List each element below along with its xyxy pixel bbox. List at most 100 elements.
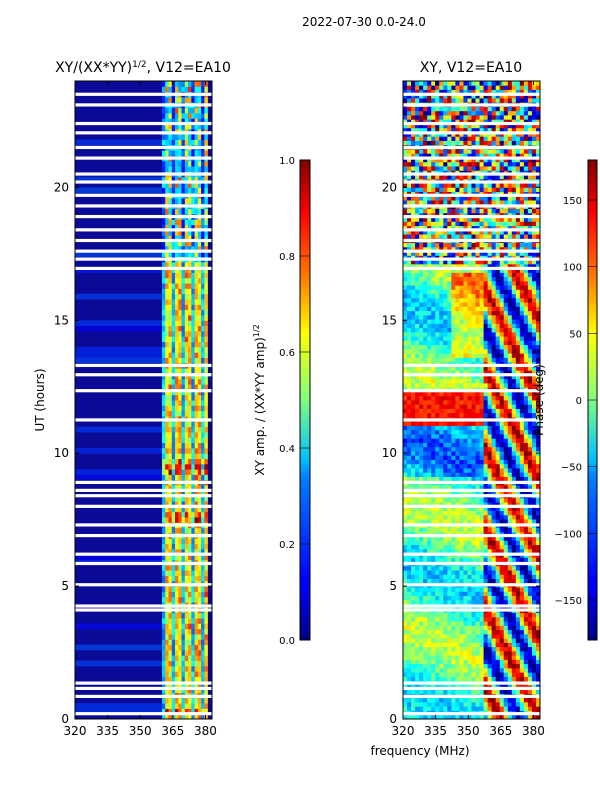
phase-cell	[496, 574, 500, 579]
phase-cell	[415, 706, 419, 711]
phase-cell	[520, 323, 524, 328]
phase-cell	[459, 655, 463, 660]
amplitude-cell	[165, 209, 168, 215]
phase-cell	[480, 426, 484, 431]
amplitude-cell	[182, 453, 185, 459]
phase-cell	[467, 353, 471, 358]
phase-cell	[431, 557, 435, 562]
amplitude-cell	[201, 166, 204, 172]
amplitude-cell	[172, 161, 175, 167]
phase-cell	[528, 702, 532, 707]
phase-cell	[496, 332, 500, 337]
phase-cell	[455, 323, 459, 328]
phase-cell	[467, 570, 471, 575]
amplitude-cell	[201, 437, 204, 443]
phase-cell	[467, 557, 471, 562]
phase-cell	[532, 498, 536, 503]
amplitude-cell	[195, 198, 198, 204]
phase-cell	[516, 706, 520, 711]
phase-cell	[443, 447, 447, 452]
phase-cell	[403, 642, 407, 647]
phase-cell	[520, 426, 524, 431]
amplitude-cell	[204, 655, 207, 661]
phase-cell	[403, 498, 407, 503]
phase-cell	[451, 404, 455, 409]
phase-cell	[447, 672, 451, 677]
amplitude-cell	[204, 81, 207, 87]
phase-cell	[532, 460, 536, 465]
phase-cell	[484, 664, 488, 669]
phase-cell	[451, 340, 455, 345]
phase-cell	[516, 698, 520, 703]
amplitude-cell	[204, 368, 207, 374]
phase-cell	[427, 634, 431, 639]
phase-cell	[419, 676, 423, 681]
amplitude-cell	[201, 544, 204, 550]
phase-cell	[528, 625, 532, 630]
phase-cell	[480, 574, 484, 579]
amplitude-colorbar-label: XY amp. / (XX*YY amp)1/2	[252, 324, 267, 475]
amplitude-cell	[185, 639, 188, 645]
amplitude-cell	[169, 639, 172, 645]
phase-cell	[532, 340, 536, 345]
phase-cell	[520, 472, 524, 477]
phase-cell	[411, 460, 415, 465]
amplitude-cell	[198, 134, 201, 140]
amplitude-cell	[201, 676, 204, 682]
phase-cell	[407, 460, 411, 465]
amplitude-cell	[198, 469, 201, 475]
phase-cell	[492, 642, 496, 647]
amplitude-cell	[204, 661, 207, 667]
amplitude-cell	[175, 655, 178, 661]
amplitude-cell	[201, 288, 204, 294]
amplitude-cell	[201, 326, 204, 332]
phase-cell	[415, 315, 419, 320]
phase-cell	[459, 451, 463, 456]
phase-cell	[451, 655, 455, 660]
phase-cell	[463, 613, 467, 618]
phase-cell	[532, 625, 536, 630]
amplitude-cell	[198, 650, 201, 656]
y-tick-label: 20	[54, 180, 69, 194]
amplitude-cell	[162, 437, 165, 443]
phase-cell	[407, 638, 411, 643]
phase-cell	[463, 455, 467, 460]
amplitude-cell	[169, 538, 172, 544]
phase-cell	[451, 625, 455, 630]
phase-cell	[508, 702, 512, 707]
phase-cell	[516, 651, 520, 656]
phase-cell	[528, 698, 532, 703]
amplitude-cell	[165, 357, 168, 363]
phase-cell	[496, 434, 500, 439]
amplitude-cell	[198, 613, 201, 619]
amplitude-cell	[169, 262, 172, 268]
amplitude-cell	[188, 469, 191, 475]
phase-cell	[512, 426, 516, 431]
amplitude-cell	[185, 570, 188, 576]
amplitude-cell	[185, 326, 188, 332]
phase-cell	[492, 617, 496, 622]
phase-cell	[500, 498, 504, 503]
amplitude-cell	[169, 448, 172, 454]
amplitude-cell	[178, 443, 181, 449]
amplitude-cell	[191, 570, 194, 576]
phase-cell	[415, 353, 419, 358]
phase-cell	[484, 477, 488, 482]
amplitude-cell	[191, 453, 194, 459]
gap-row	[75, 682, 212, 685]
amplitude-cell	[182, 294, 185, 300]
amplitude-cell	[188, 405, 191, 411]
phase-cell	[524, 451, 528, 456]
amplitude-cell	[169, 544, 172, 550]
amplitude-cell	[175, 570, 178, 576]
phase-cell	[480, 498, 484, 503]
amplitude-cell	[191, 666, 194, 672]
amplitude-cell	[188, 209, 191, 215]
amplitude-cell	[185, 517, 188, 523]
amplitude-cell	[191, 517, 194, 523]
amplitude-cell	[198, 326, 201, 332]
gap-row	[75, 364, 212, 367]
phase-cell	[504, 349, 508, 354]
phase-cell	[488, 413, 492, 418]
phase-cell	[480, 566, 484, 571]
